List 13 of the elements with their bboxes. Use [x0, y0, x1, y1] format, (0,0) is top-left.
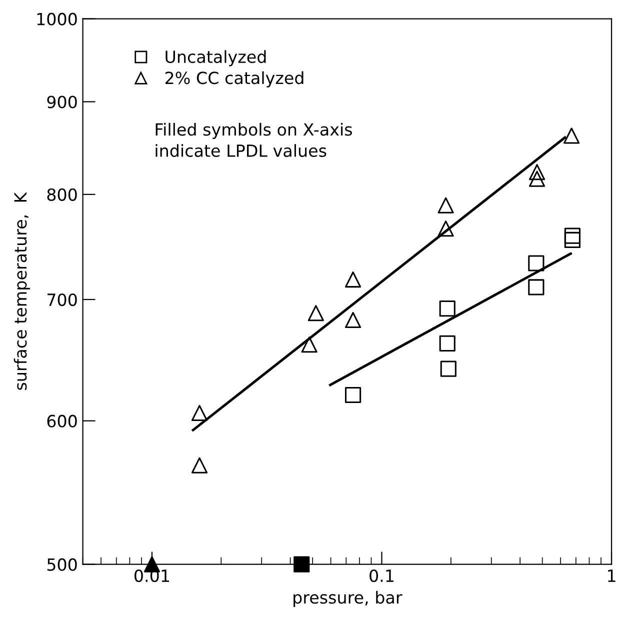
legend-label: Uncatalyzed [166, 50, 266, 66]
annotation: Filled symbols on X-axis indicate LPDL values [156, 122, 352, 157]
y-tick-label: 1000 [37, 12, 77, 26]
x-tick-label: 1 [608, 570, 616, 582]
x-axis-title: pressure, bar [294, 590, 402, 607]
y-tick-label: 500 [47, 558, 77, 571]
y-axis-title: surface temperature, K [14, 192, 30, 390]
x-tick-label: 0.1 [370, 569, 394, 582]
y-tick-label: 900 [47, 96, 77, 108]
y-tick-label: 700 [48, 293, 77, 306]
legend-label: 2% CC catalyzed [165, 71, 304, 88]
y-tick-label: 800 [47, 188, 77, 201]
y-tick-label: 600 [47, 414, 77, 428]
